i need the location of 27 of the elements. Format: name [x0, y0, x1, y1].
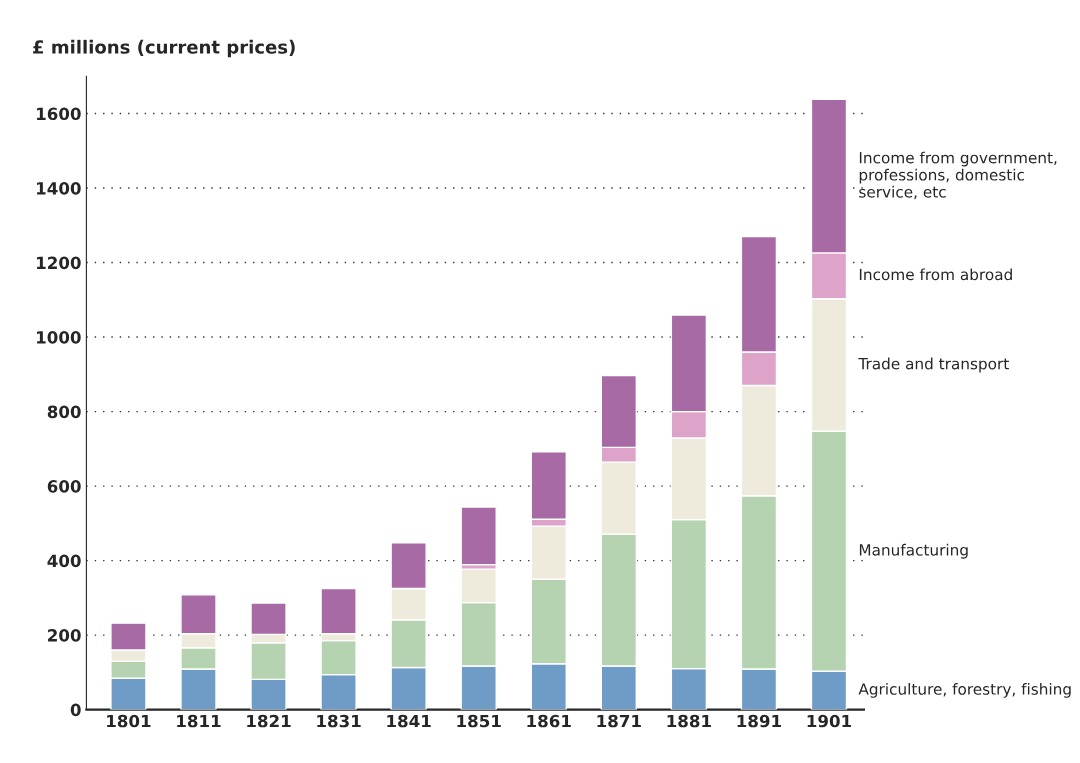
- y-tick-label: 1600: [37, 107, 81, 121]
- y-tick-label: 800: [47, 405, 81, 419]
- x-tick-label: 1801: [107, 714, 151, 728]
- y-tick-label: 1000: [37, 331, 81, 344]
- series-label: Income from abroad: [859, 268, 1012, 281]
- series-label: Income from government, professions, domestic service, etc: [859, 151, 1057, 200]
- x-tick-label: 1891: [737, 714, 781, 728]
- x-tick-label: 1871: [597, 714, 641, 728]
- y-tick-label: 200: [48, 629, 81, 642]
- x-tick-label: 1881: [667, 714, 711, 728]
- y-tick-label: 1400: [37, 182, 81, 195]
- series-label: Trade and transport: [858, 357, 1009, 373]
- x-tick-label: 1811: [177, 714, 221, 728]
- y-tick-label: 0: [70, 703, 81, 717]
- x-tick-label: 1861: [527, 714, 571, 728]
- y-tick-label: 1200: [37, 256, 81, 270]
- y-tick-label: 400: [47, 554, 81, 568]
- series-label: Agriculture, forestry, fishing: [858, 683, 1071, 698]
- series-label: Manufacturing: [859, 543, 968, 559]
- x-tick-label: 1821: [247, 714, 291, 728]
- y-axis-title: £ millions (current prices): [33, 39, 295, 58]
- x-tick-label: 1901: [807, 714, 852, 728]
- bar: [460, 506, 497, 566]
- x-tick-label: 1831: [317, 714, 361, 728]
- y-tick-label: 600: [47, 480, 81, 493]
- x-tick-label: 1851: [457, 714, 501, 728]
- x-tick-label: 1841: [387, 714, 431, 728]
